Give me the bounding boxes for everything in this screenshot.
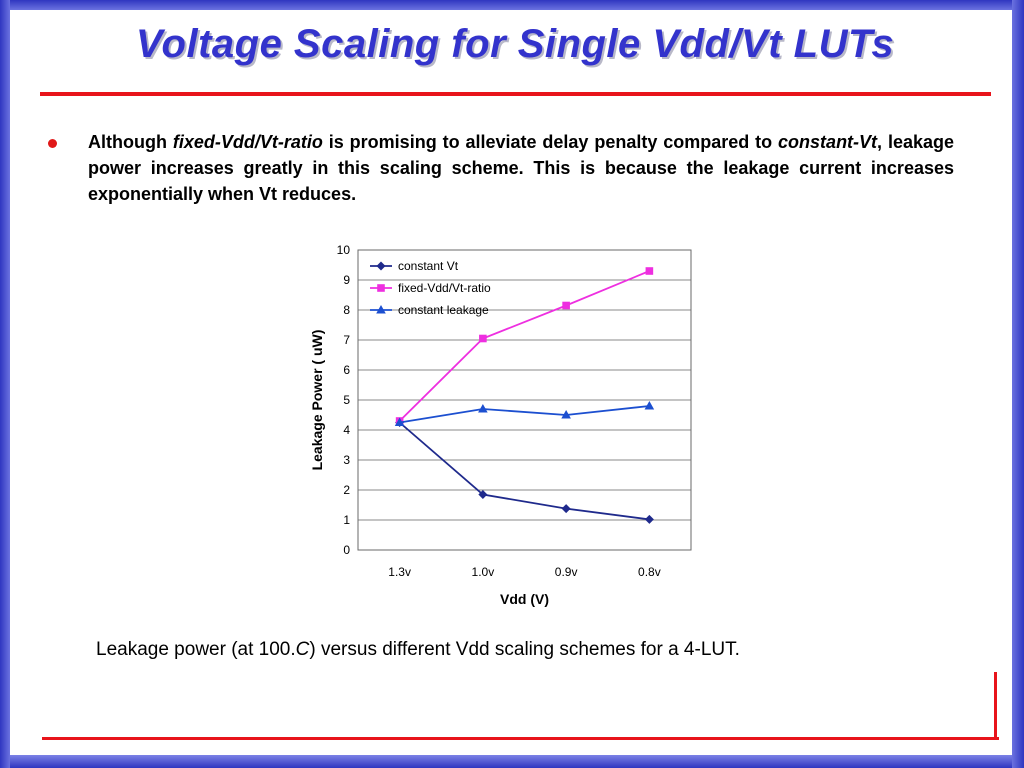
data-point [562, 301, 570, 310]
plot-area-border [357, 249, 692, 551]
slide-frame-top [0, 0, 1024, 10]
slide-frame-right [1012, 0, 1024, 768]
data-point [394, 417, 405, 426]
legend-label: fixed-Vdd/Vt-ratio [398, 281, 491, 295]
x-axis-label: Vdd (V) [500, 591, 549, 607]
y-tick-label: 4 [343, 423, 350, 437]
slide-frame-bottom [0, 755, 1024, 768]
bullet-term-constant-vt: constant-Vt [778, 132, 878, 152]
caption-text-1: Leakage power (at 100. [96, 639, 296, 660]
series-line-1 [398, 270, 650, 422]
y-axis-label: Leakage Power ( uW) [309, 330, 325, 471]
caption-text-2: ) versus different Vdd scaling schemes f… [309, 639, 740, 660]
bottom-divider [42, 737, 999, 740]
y-tick-label: 5 [343, 393, 350, 407]
bullet-text-2: is promising to alleviate delay penalty … [322, 132, 779, 152]
x-tick-label: 1.0v [472, 565, 495, 579]
data-point [478, 490, 488, 499]
legend-marker [377, 284, 385, 292]
bullet-text-3: , leakage power increases greatly in thi… [88, 132, 954, 204]
legend-marker [376, 305, 386, 314]
title-divider [40, 92, 991, 96]
y-tick-label: 6 [343, 363, 350, 377]
y-tick-label: 8 [343, 303, 350, 317]
bullet-term-fixed-ratio: fixed-Vdd/Vt-ratio [172, 132, 323, 152]
data-point [561, 504, 571, 514]
right-divider [994, 672, 997, 740]
legend-label: constant Vt [398, 259, 459, 273]
caption-unit: C [295, 639, 310, 660]
data-point [644, 514, 654, 524]
figure-caption: Leakage power (at 100.C) versus differen… [96, 639, 916, 661]
data-point [645, 267, 654, 275]
data-point [644, 401, 655, 410]
data-point [479, 334, 487, 343]
bullet-dot-icon [48, 139, 57, 148]
legend-label: constant leakage [398, 303, 489, 317]
y-tick-label: 3 [343, 453, 350, 467]
leakage-power-chart: 0 1 2 3 4 5 6 7 8 9 10 1.3v 1.0v 0.9v 0.8v Vdd (V) Leaka… [309, 243, 692, 607]
y-tick-label: 10 [337, 243, 351, 257]
x-tick-label: 0.9v [555, 565, 578, 579]
slide-frame-left [0, 0, 10, 768]
y-tick-label: 0 [343, 543, 350, 557]
bullet-paragraph: Although fixed-Vdd/Vt-ratio is promising… [88, 129, 954, 207]
x-tick-label: 1.3v [388, 565, 411, 579]
series-line-0 [399, 421, 650, 521]
y-tick-label: 7 [343, 333, 350, 347]
x-tick-label: 0.8v [638, 565, 661, 579]
data-point [478, 404, 488, 413]
series-line-2 [399, 405, 650, 424]
y-tick-label: 9 [343, 273, 350, 287]
slide-title: Voltage Scaling for Single Vdd/Vt LUTs [135, 22, 895, 66]
y-tick-label: 1 [343, 513, 350, 527]
legend-marker [376, 261, 386, 271]
bullet-text-1: Although [88, 132, 173, 152]
y-tick-label: 2 [343, 483, 350, 497]
data-point [561, 410, 571, 419]
